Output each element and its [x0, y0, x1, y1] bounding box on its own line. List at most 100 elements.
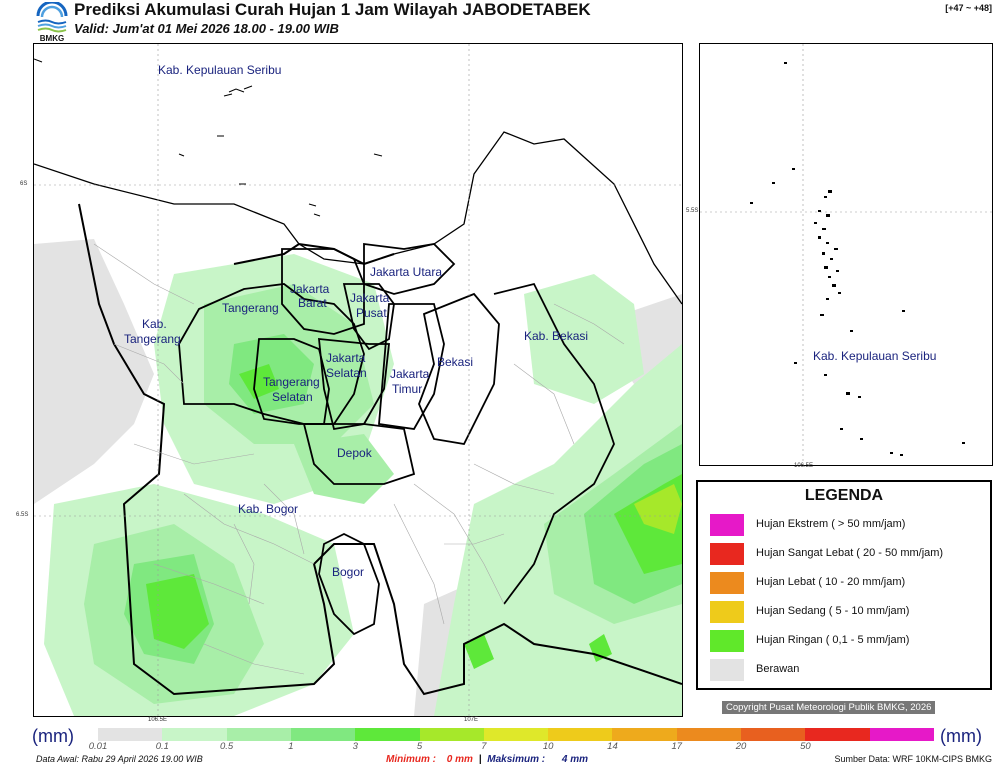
colorbar-tick-label: 20 — [735, 741, 747, 752]
inset-islands — [750, 62, 965, 456]
colorbar-tick-label: 17 — [671, 741, 683, 752]
label-kepulauan-seribu: Kab. Kepulauan Seribu — [158, 63, 281, 77]
minimum-value: 0 mm — [446, 754, 473, 765]
legend-title: LEGENDA — [804, 487, 884, 504]
colorbar-segment — [290, 728, 356, 741]
colorbar-segment — [483, 728, 549, 741]
label-jakarta-utara: Jakarta Utara — [370, 265, 442, 279]
inset-lon-tick: 106.5E — [794, 463, 814, 469]
legend-swatch — [710, 601, 744, 623]
unit-left: (mm) — [32, 726, 74, 746]
label-jakarta-barat-2: Barat — [298, 296, 327, 310]
legend-swatch — [710, 630, 744, 652]
jakarta-timur-boundary — [378, 303, 445, 430]
data-source: Sumber Data: WRF 10KM-CIPS BMKG — [834, 754, 992, 764]
label-kab-tangerang-2: Tangerang — [124, 332, 181, 346]
label-jakarta-timur-2: Timur — [392, 382, 422, 396]
label-jakarta-pusat-2: Pusat — [356, 306, 387, 320]
colorbar-segment — [419, 728, 485, 741]
colorbar-tick-label: 0.1 — [155, 741, 169, 752]
bogor-boundary — [318, 532, 380, 636]
legend-swatch — [710, 514, 744, 536]
inset-map[interactable]: Kab. Kepulauan Seribu — [699, 43, 993, 466]
jakarta-utara-boundary — [363, 242, 456, 295]
legend-item-ringan: Hujan Ringan ( 0,1 - 5 mm/jam) — [710, 630, 990, 652]
label-kab-bekasi: Kab. Bekasi — [524, 329, 588, 343]
label-jakarta-pusat-1: Jakarta — [350, 291, 390, 305]
rain-area — [524, 274, 644, 404]
min-max: Minimum : 0 mm | Maksimum : 4 mm — [386, 754, 588, 765]
legend-label: Hujan Sedang ( 5 - 10 mm/jam) — [756, 605, 910, 617]
colorbar-tick-label: 0.01 — [88, 741, 108, 752]
unit-right: (mm) — [940, 726, 982, 746]
colorbar-segment — [355, 728, 421, 741]
rain-area — [294, 434, 394, 504]
depok-boundary — [302, 423, 416, 485]
label-jakarta-selatan-1: Jakarta — [326, 351, 366, 365]
label-jakarta-timur-1: Jakarta — [390, 367, 430, 381]
legend-item-lebat: Hujan Lebat ( 10 - 20 mm/jam) — [710, 572, 990, 594]
lat-label-6-5s: 6.5S — [16, 512, 29, 518]
rain-area — [146, 574, 209, 649]
colorbar-segment — [869, 728, 935, 741]
inset-label: Kab. Kepulauan Seribu — [813, 349, 936, 363]
colorbar-tick-label: 3 — [352, 741, 358, 752]
label-bogor: Bogor — [332, 565, 364, 579]
colorbar-segment — [741, 728, 806, 741]
colorbar-segment — [98, 728, 163, 741]
label-depok: Depok — [337, 446, 373, 460]
legend-label: Berawan — [756, 663, 800, 675]
label-kab-bogor: Kab. Bogor — [238, 502, 298, 516]
colorbar-segment — [162, 728, 228, 741]
colorbar-tick-label: 14 — [607, 741, 618, 752]
separator: | — [478, 754, 482, 765]
legend-swatch — [710, 543, 744, 565]
subdistrict-lines — [93, 243, 625, 675]
legend-label: Hujan Ekstrem ( > 50 mm/jam) — [756, 518, 906, 530]
main-map[interactable]: Kab. Kepulauan Seribu Jakarta Utara Jaka… — [20, 43, 683, 726]
legend-label: Hujan Sangat Lebat ( 20 - 50 mm/jam) — [756, 547, 944, 559]
copyright-badge: Copyright Pusat Meteorologi Publik BMKG,… — [722, 701, 936, 714]
colorbar-tick-label: 50 — [800, 741, 811, 752]
minimum-label: Minimum : — [386, 754, 436, 765]
forecast-range: [+47 ~ +48] — [945, 3, 992, 13]
colorbar-segment — [226, 728, 292, 741]
legend-swatch — [710, 659, 744, 681]
valid-period: Valid: Jum'at 01 Mei 2026 18.00 - 19.00 … — [74, 21, 339, 36]
label-jakarta-barat-1: Jakarta — [290, 282, 330, 296]
bmkg-logo: BMKG — [34, 0, 70, 43]
colorbar-tick-label: 5 — [416, 741, 423, 752]
label-tangerang-selatan-2: Selatan — [272, 390, 313, 404]
colorbar-segment — [805, 728, 871, 741]
grid-lines — [34, 44, 682, 716]
colorbar-tick-label: 1 — [288, 741, 294, 752]
jakarta-barat-boundary — [281, 248, 365, 335]
legend-item-ekstrem: Hujan Ekstrem ( > 50 mm/jam) — [710, 514, 990, 536]
maximum-value: 4 mm — [561, 754, 588, 765]
logo-text: BMKG — [40, 34, 64, 42]
lon-label-106-5e: 106.5E — [148, 717, 168, 723]
lon-label-107e: 107E — [464, 717, 479, 723]
colorbar-tick-label: 7 — [481, 741, 487, 752]
legend-item-berawan: Berawan — [710, 659, 990, 681]
legend-label: Hujan Ringan ( 0,1 - 5 mm/jam) — [756, 634, 910, 646]
label-jakarta-selatan-2: Selatan — [326, 366, 367, 380]
jakarta-selatan-boundary — [317, 337, 391, 431]
legend-label: Hujan Lebat ( 10 - 20 mm/jam) — [756, 576, 906, 588]
rain-area — [464, 634, 494, 669]
lat-label-6s: 6S — [20, 181, 28, 187]
label-tangerang: Tangerang — [222, 301, 279, 315]
legend: LEGENDA Hujan Ekstrem ( > 50 mm/jam) Huj… — [696, 480, 992, 690]
page-title: Prediksi Akumulasi Curah Hujan 1 Jam Wil… — [74, 0, 591, 19]
jakarta-pusat-boundary — [342, 283, 395, 351]
label-bekasi: Bekasi — [437, 355, 473, 369]
colorbar — [98, 728, 935, 741]
inset-grid — [700, 44, 992, 465]
colorbar-tick-label: 10 — [542, 741, 554, 752]
legend-item-sangat-lebat: Hujan Sangat Lebat ( 20 - 50 mm/jam) — [710, 543, 990, 565]
colorbar-segment — [676, 728, 742, 741]
cloud-area — [34, 239, 154, 504]
colorbar-segment — [612, 728, 678, 741]
legend-swatch — [710, 572, 744, 594]
rain-area — [239, 364, 279, 399]
